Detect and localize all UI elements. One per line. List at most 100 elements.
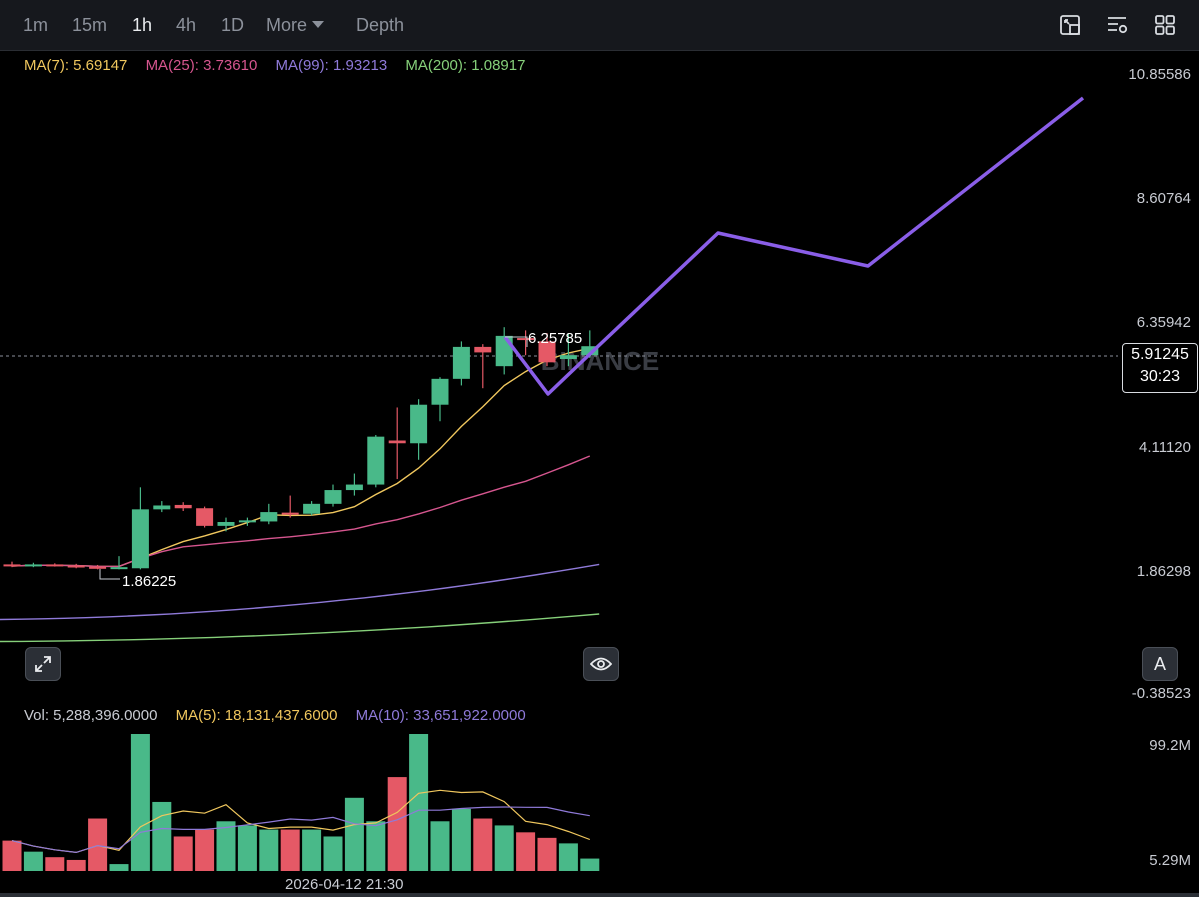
current-price: 5.91245 (1131, 346, 1189, 363)
candle-body (24, 564, 42, 567)
candle-body (431, 378, 449, 405)
volume-bar (23, 851, 43, 871)
candle-countdown: 30:23 (1139, 368, 1181, 385)
candle-body (324, 490, 342, 504)
chart-settings-icon[interactable] (1105, 13, 1129, 37)
ma7-value: MA(7): 5.69147 (24, 57, 128, 74)
low-marker (99, 569, 120, 580)
ma200-line (0, 613, 600, 643)
candle-body (281, 512, 299, 515)
volume-bar (366, 821, 386, 871)
price-tick: 4.11120 (1139, 439, 1191, 456)
drawn-trend-line[interactable] (503, 96, 1085, 396)
tab-depth[interactable]: Depth (356, 15, 405, 35)
volume-bar (195, 829, 215, 871)
volume-ma10: MA(10): 33,651,922.0000 (355, 707, 526, 724)
bottom-divider (0, 893, 1199, 897)
high-marker (505, 336, 528, 347)
tab-more[interactable]: More (266, 15, 325, 36)
candle-body (153, 505, 171, 510)
ma99-line (0, 563, 600, 621)
candle-body (238, 520, 256, 523)
price-tick: -0.38523 (1131, 685, 1191, 702)
more-label: More (266, 15, 308, 35)
tab-1m[interactable]: 1m (23, 15, 49, 35)
ma-legend: MA(7): 5.69147 MA(25): 3.73610 MA(99): 1… (24, 57, 539, 74)
tab-4h[interactable]: 4h (176, 15, 197, 35)
price-tick: 8.60764 (1136, 190, 1191, 207)
layout-grid-icon[interactable] (1153, 13, 1177, 37)
ma7-line (11, 347, 590, 568)
volume-bar (109, 864, 129, 871)
auto-scale-button[interactable]: A (1142, 647, 1178, 681)
ma200-value: MA(200): 1.08917 (405, 57, 526, 74)
candle-body (131, 509, 149, 569)
candle-body (260, 512, 278, 522)
price-tick: 1.86298 (1136, 563, 1191, 580)
candle-body (538, 341, 556, 363)
candle-body (217, 522, 235, 526)
volume-bar (430, 821, 450, 871)
volume-bar (451, 808, 471, 871)
candle-body (495, 335, 513, 367)
volume-bar (409, 734, 429, 871)
volume-bar (280, 829, 300, 871)
volume-bar (216, 821, 236, 871)
volume-bar (516, 832, 536, 871)
expand-chart-button[interactable] (25, 647, 61, 681)
volume-bar (88, 818, 108, 871)
volume-bar (302, 829, 322, 871)
price-tick: 10.85586 (1128, 66, 1191, 83)
tab-1d[interactable]: 1D (221, 15, 245, 35)
volume-bar (344, 797, 364, 871)
volume-bar (45, 857, 65, 871)
volume-ma5-line (11, 789, 591, 854)
ma99-value: MA(99): 1.93213 (275, 57, 388, 74)
high-price-label: 6.25785 (528, 330, 582, 347)
volume-ma10-line (11, 806, 590, 854)
chevron-down-icon (312, 21, 325, 28)
tab-15m[interactable]: 15m (72, 15, 108, 35)
candle-body (67, 565, 85, 568)
volume-bar (387, 777, 407, 871)
candle-body (3, 564, 21, 567)
time-axis-label: 2026-04-12 21:30 (285, 876, 404, 893)
candle-body (581, 346, 599, 356)
candle-body (303, 503, 321, 514)
volume-tick: 99.2M (1149, 737, 1191, 754)
volume-bar (152, 801, 172, 871)
eye-icon (590, 657, 612, 671)
volume-bar (237, 825, 257, 871)
volume-bar (558, 843, 578, 871)
candle-body (452, 346, 470, 379)
volume-bar (537, 837, 557, 871)
candle-body (196, 508, 214, 526)
volume-value: Vol: 5,288,396.0000 (24, 707, 158, 724)
screen-rotate-icon[interactable] (1058, 13, 1082, 37)
volume-bar (2, 840, 22, 871)
candle-body (345, 484, 363, 491)
watermark: BINANCE (541, 346, 659, 376)
volume-tick: 5.29M (1149, 852, 1191, 869)
volume-bar (130, 734, 150, 871)
volume-bar (259, 829, 279, 871)
volume-bar (66, 859, 86, 871)
candle-body (174, 504, 192, 509)
candle-body (559, 355, 577, 360)
ma25-line (11, 455, 591, 568)
volume-bar (494, 825, 514, 871)
interval-toolbar: 1m 15m 1h 4h 1D More Depth (0, 0, 1199, 51)
low-price-label: 1.86225 (122, 573, 176, 590)
volume-ma5: MA(5): 18,131,437.6000 (175, 707, 338, 724)
candle-body (410, 404, 428, 444)
volume-bar (173, 836, 193, 871)
candle-body (367, 436, 385, 485)
candle-body (89, 566, 107, 569)
volume-bar (580, 858, 600, 871)
volume-bar (323, 836, 343, 871)
price-tick: 6.35942 (1136, 314, 1191, 331)
candle-body (517, 338, 535, 341)
tab-1h[interactable]: 1h (132, 15, 153, 35)
visibility-toggle-button[interactable] (583, 647, 619, 681)
